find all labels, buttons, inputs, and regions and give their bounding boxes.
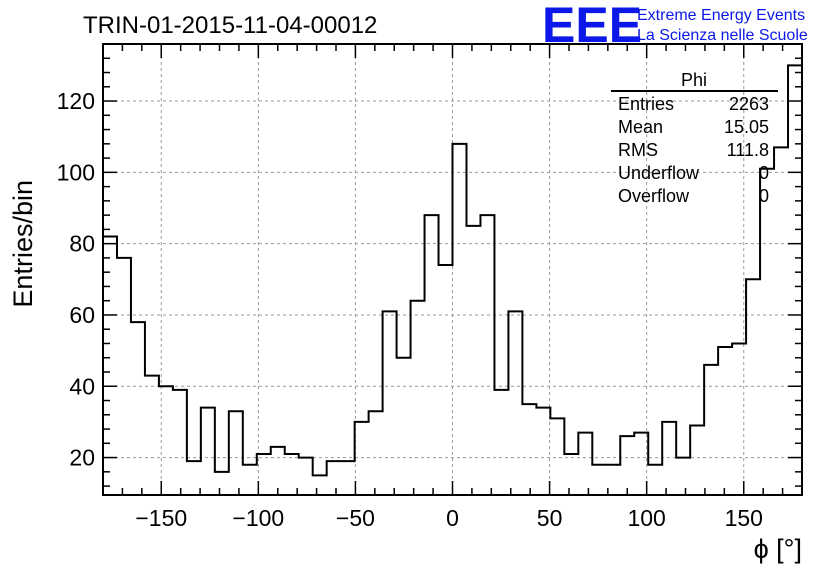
grid-lines bbox=[103, 44, 802, 495]
x-tick-labels: −150 −100 −50 0 50 100 150 bbox=[135, 505, 763, 531]
stats-label-rms: RMS bbox=[618, 140, 658, 160]
x-tick-label: −150 bbox=[135, 505, 187, 531]
stats-label-underflow: Underflow bbox=[618, 163, 700, 183]
x-tick-label: 150 bbox=[725, 505, 763, 531]
x-tick-label: 50 bbox=[537, 505, 563, 531]
stats-value-underflow: 0 bbox=[759, 163, 769, 183]
plot-frame bbox=[102, 43, 803, 496]
run-title: TRIN-01-2015-11-04-00012 bbox=[83, 12, 377, 39]
axis-ticks bbox=[103, 44, 802, 495]
stats-value-overflow: 0 bbox=[759, 186, 769, 206]
stats-title: Phi bbox=[681, 70, 707, 90]
y-tick-label: 60 bbox=[69, 302, 95, 328]
stats-value-entries: 2263 bbox=[729, 94, 769, 114]
x-axis-label: ϕ [°] bbox=[754, 534, 802, 564]
stats-label-entries: Entries bbox=[618, 94, 674, 114]
stats-label-overflow: Overflow bbox=[618, 186, 690, 206]
y-tick-label: 40 bbox=[69, 373, 95, 399]
stats-box: Phi Entries 2263 Mean 15.05 RMS 111.8 Un… bbox=[611, 70, 778, 206]
x-tick-label: 100 bbox=[627, 505, 665, 531]
histogram-line bbox=[102, 64, 803, 495]
x-tick-label: 0 bbox=[446, 505, 459, 531]
x-tick-label: −100 bbox=[232, 505, 284, 531]
y-tick-label: 20 bbox=[69, 445, 95, 471]
y-tick-label: 120 bbox=[57, 88, 95, 114]
stats-value-rms: 111.8 bbox=[727, 140, 769, 160]
y-tick-label: 100 bbox=[57, 159, 95, 185]
logo-subtitle-2: La Scienza nelle Scuole bbox=[637, 27, 808, 44]
y-axis-label: Entries/bin bbox=[8, 180, 38, 308]
x-tick-label: −50 bbox=[336, 505, 375, 531]
y-tick-labels: 20 40 60 80 100 120 bbox=[57, 88, 95, 471]
y-tick-label: 80 bbox=[69, 231, 95, 257]
stats-label-mean: Mean bbox=[618, 117, 663, 137]
logo-subtitle-1: Extreme Energy Events bbox=[637, 7, 805, 24]
stats-value-mean: 15.05 bbox=[724, 117, 769, 137]
eee-logo: EEE bbox=[542, 0, 642, 53]
